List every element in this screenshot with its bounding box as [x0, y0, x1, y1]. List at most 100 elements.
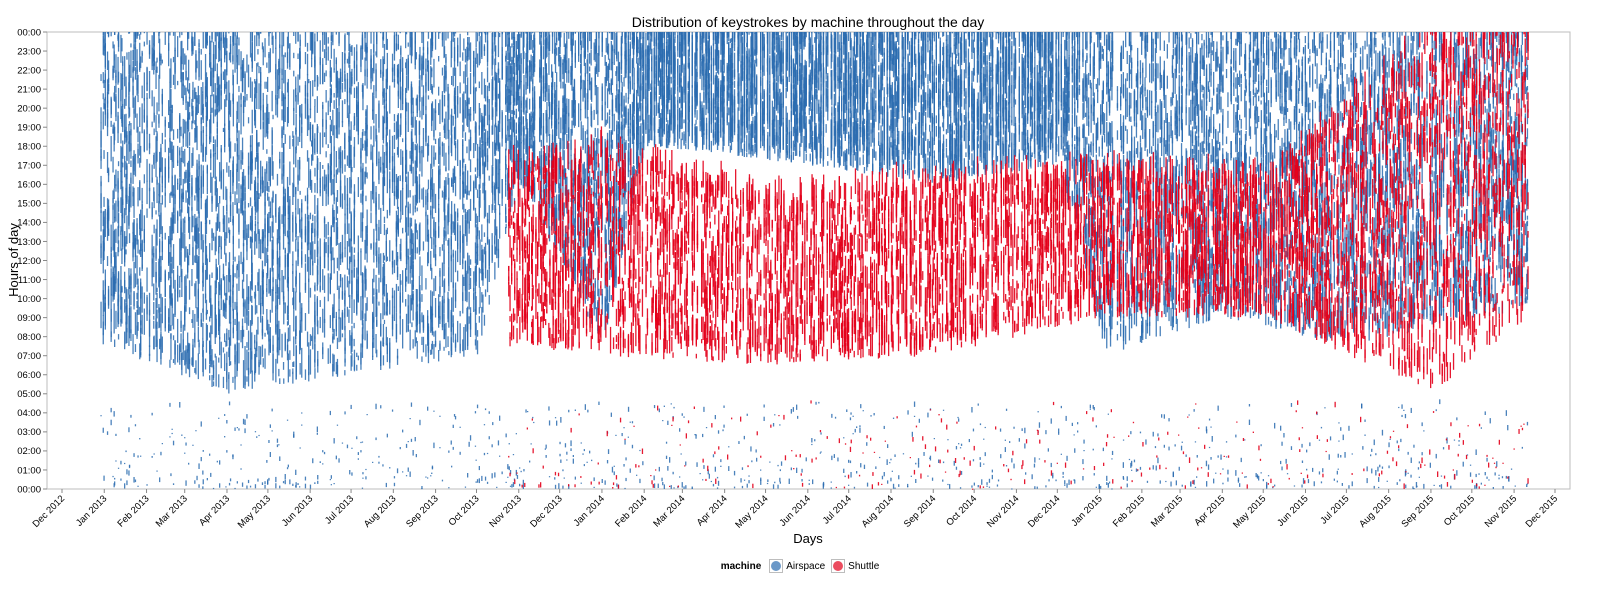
data-point [221, 172, 222, 189]
data-point [238, 261, 239, 291]
data-point [268, 32, 269, 46]
data-point [310, 81, 311, 110]
data-point [114, 481, 115, 485]
data-point [492, 444, 493, 447]
y-tick-label: 08:00 [17, 332, 41, 343]
data-point [181, 232, 182, 248]
data-point [396, 43, 397, 50]
data-point [400, 447, 401, 449]
data-point [556, 72, 557, 86]
data-point [387, 434, 388, 438]
data-point [258, 83, 259, 109]
data-point [455, 416, 456, 419]
data-point [146, 181, 147, 204]
data-point [243, 96, 244, 113]
data-point [578, 34, 579, 56]
data-point [392, 262, 393, 268]
data-point [546, 455, 547, 458]
data-point [310, 171, 311, 186]
data-point [184, 437, 185, 438]
data-point [344, 79, 345, 92]
data-point [463, 204, 464, 213]
data-point [448, 451, 449, 453]
data-point [135, 424, 136, 426]
data-point [332, 35, 333, 45]
x-tick-label: Aug 2015 [1357, 493, 1394, 530]
data-point [591, 111, 592, 127]
data-point [133, 262, 134, 288]
data-point [277, 251, 278, 278]
data-point [469, 98, 470, 105]
x-tick-label: May 2013 [236, 493, 273, 530]
data-point [351, 229, 352, 241]
data-point [466, 147, 467, 154]
data-point [255, 202, 256, 215]
data-point [517, 57, 518, 81]
data-point [438, 32, 439, 39]
data-point [221, 342, 222, 369]
data-point [575, 226, 576, 237]
data-point [499, 456, 500, 457]
data-point [305, 98, 306, 119]
data-point [185, 88, 186, 103]
data-point [370, 64, 371, 79]
data-point [455, 143, 456, 148]
data-point [173, 270, 174, 289]
data-point [264, 113, 265, 138]
data-point [487, 453, 488, 454]
data-point [177, 345, 178, 363]
data-point [376, 320, 377, 326]
data-point [257, 317, 258, 335]
data-point [405, 98, 406, 125]
data-point [114, 55, 115, 61]
data-point [507, 61, 508, 82]
data-point [411, 32, 412, 50]
x-tick-label: Dec 2012 [31, 493, 68, 530]
y-tick-label: 17:00 [17, 161, 41, 172]
x-tick-label: Sep 2014 [902, 493, 939, 530]
data-point [207, 40, 208, 45]
data-point [574, 80, 575, 101]
data-point [413, 142, 414, 164]
data-point [124, 130, 125, 138]
data-point [181, 435, 182, 436]
data-point [293, 318, 294, 331]
data-point [160, 313, 161, 331]
data-point [571, 32, 572, 57]
data-point [438, 204, 439, 222]
data-point [234, 43, 235, 72]
data-point [519, 155, 520, 162]
data-point [272, 430, 273, 431]
data-point [270, 226, 271, 241]
data-point [477, 330, 478, 337]
data-point [223, 347, 224, 352]
data-point [523, 117, 524, 125]
data-point [453, 447, 454, 450]
data-point [443, 143, 444, 166]
data-point [470, 114, 471, 122]
y-tick-label: 16:00 [17, 180, 41, 191]
data-point [351, 298, 352, 324]
data-point [211, 305, 212, 335]
data-point [140, 456, 141, 457]
data-point [173, 75, 174, 85]
data-point [375, 404, 376, 410]
data-point [405, 32, 406, 48]
data-point [354, 137, 355, 157]
data-point [118, 468, 119, 469]
data-point [463, 159, 464, 163]
data-point [428, 60, 429, 90]
data-point [453, 169, 454, 193]
data-point [268, 52, 269, 73]
data-point [406, 238, 407, 257]
data-point [402, 291, 403, 302]
data-point [293, 337, 294, 357]
data-point [252, 42, 253, 69]
data-point [470, 307, 471, 337]
data-point [398, 64, 399, 85]
data-point [183, 218, 184, 248]
data-point [133, 32, 134, 49]
data-point [485, 477, 486, 481]
data-point [228, 372, 229, 393]
data-point [207, 478, 208, 480]
